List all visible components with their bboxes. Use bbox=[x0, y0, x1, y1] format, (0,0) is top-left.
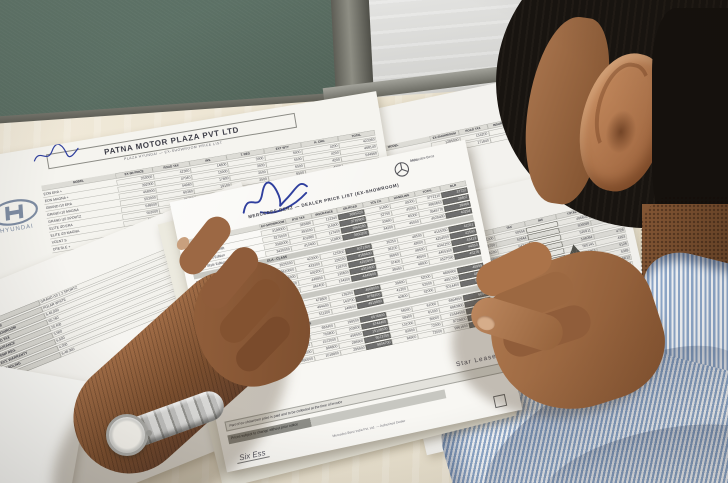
watch-crown bbox=[146, 430, 152, 436]
mercedes-star-icon bbox=[394, 162, 410, 177]
mercedes-price-list-paper: Mercedes-Benz India MERCEDES-BENZ — DEALE… bbox=[169, 139, 523, 473]
watch-face bbox=[106, 414, 148, 456]
signature-blue-header bbox=[33, 143, 79, 162]
signature-blue-main bbox=[242, 181, 308, 214]
hyundai-logo-icon bbox=[0, 199, 38, 226]
